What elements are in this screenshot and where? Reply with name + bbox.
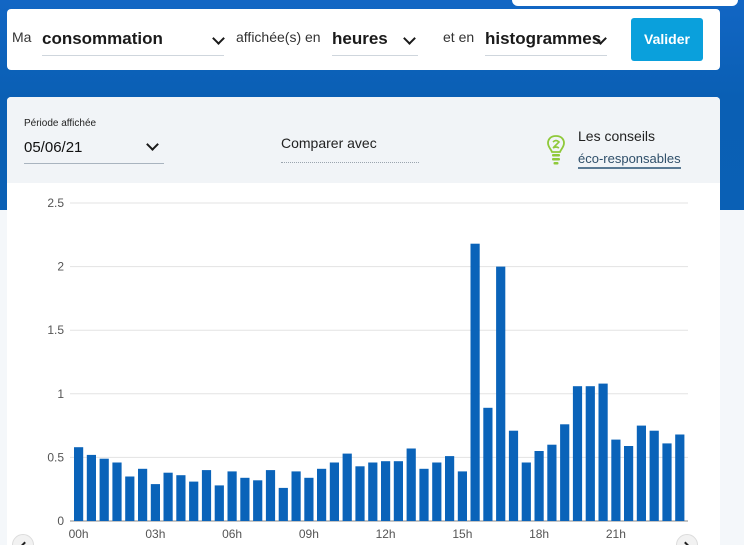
bar[interactable] [483, 407, 493, 521]
chevron-down-icon [146, 138, 159, 151]
chart-bars [74, 243, 685, 522]
x-tick-label: 15h [452, 527, 472, 541]
bar[interactable] [342, 453, 352, 521]
x-tick-label: 03h [145, 527, 165, 541]
lightbulb-icon [547, 135, 565, 165]
bar[interactable] [125, 476, 135, 522]
display-selector-bar [7, 9, 720, 70]
y-tick-label: 2.5 [47, 196, 64, 210]
y-tick-label: 1 [57, 387, 64, 401]
period-value: 05/06/21 [24, 139, 83, 156]
bar[interactable] [253, 480, 263, 521]
y-tick-label: 1.5 [47, 323, 64, 337]
period-label: Période affichée [24, 118, 97, 129]
selector-prefix: Ma [12, 29, 32, 45]
bar[interactable] [675, 434, 685, 522]
selector-mid-text: affichée(s) en [236, 29, 321, 45]
bar[interactable] [278, 487, 288, 521]
bar[interactable] [240, 477, 250, 521]
y-axis-ticks: 0 0.5 1 1.5 2 2.5 [47, 196, 64, 528]
y-tick-label: 0 [57, 514, 64, 528]
period-dropdown[interactable]: 05/06/21 [24, 133, 164, 164]
bar[interactable] [368, 462, 378, 522]
bar[interactable] [176, 475, 186, 521]
bar[interactable] [381, 461, 391, 521]
bar[interactable] [611, 439, 621, 521]
view-value: histogrammes [485, 29, 602, 48]
compare-label: Comparer avec [281, 135, 377, 151]
bar[interactable] [355, 466, 365, 521]
selector-and-text: et en [443, 29, 475, 45]
bar[interactable] [432, 462, 442, 522]
x-tick-label: 21h [606, 527, 626, 541]
consumption-bar-chart: 0 0.5 1 1.5 2 2.5 00h 03h 06h 09h 12h 15h 18h 21h [7, 190, 720, 545]
bar[interactable] [99, 458, 109, 521]
bar[interactable] [304, 477, 314, 521]
top-tab-edge [512, 0, 738, 6]
bar[interactable] [470, 243, 480, 521]
bar[interactable] [86, 454, 96, 521]
y-tick-label: 2 [57, 260, 64, 274]
x-axis-ticks: 00h 03h 06h 09h 12h 15h 18h 21h [69, 527, 626, 541]
chevron-down-icon [403, 32, 416, 45]
chevron-right-icon [680, 541, 691, 545]
bar[interactable] [445, 456, 455, 521]
bar[interactable] [201, 470, 212, 521]
bar[interactable] [457, 471, 467, 521]
chart-grid [70, 202, 688, 522]
bar[interactable] [419, 468, 429, 521]
bar[interactable] [662, 443, 672, 521]
bar[interactable] [496, 266, 506, 521]
bar[interactable] [291, 471, 301, 521]
x-tick-label: 09h [299, 527, 319, 541]
bar[interactable] [227, 471, 237, 521]
bar[interactable] [598, 383, 608, 521]
x-tick-label: 06h [222, 527, 242, 541]
view-dropdown[interactable]: histogrammes [485, 24, 607, 56]
bar[interactable] [547, 444, 557, 521]
bar[interactable] [649, 430, 659, 521]
submit-button[interactable]: Valider [631, 18, 703, 61]
bar[interactable] [329, 462, 339, 522]
bar[interactable] [508, 430, 519, 521]
bar[interactable] [317, 468, 327, 521]
x-tick-label: 18h [529, 527, 549, 541]
bar[interactable] [138, 468, 148, 521]
unit-dropdown[interactable]: heures [332, 24, 418, 56]
chevron-down-icon [212, 32, 225, 45]
y-tick-label: 0.5 [47, 450, 64, 464]
bar[interactable] [393, 461, 403, 521]
metric-value: consommation [42, 29, 163, 48]
unit-value: heures [332, 29, 388, 48]
metric-dropdown[interactable]: consommation [42, 24, 225, 56]
bar[interactable] [636, 425, 646, 521]
bar[interactable] [150, 484, 160, 521]
x-tick-label: 00h [69, 527, 89, 541]
bar[interactable] [624, 446, 634, 521]
bar[interactable] [572, 386, 583, 521]
bar[interactable] [112, 462, 122, 522]
eco-tips-link[interactable]: éco-responsables [578, 151, 681, 169]
bar[interactable] [560, 424, 570, 521]
bar[interactable] [406, 448, 416, 522]
bar[interactable] [521, 462, 531, 522]
bar[interactable] [585, 386, 595, 521]
bar[interactable] [534, 451, 544, 521]
chevron-left-icon [19, 541, 30, 545]
compare-input[interactable] [281, 162, 419, 163]
bar[interactable] [74, 447, 84, 521]
bar[interactable] [189, 481, 199, 521]
bar[interactable] [214, 485, 224, 521]
bar[interactable] [265, 470, 276, 521]
bar[interactable] [163, 472, 173, 521]
x-tick-label: 12h [376, 527, 396, 541]
tips-line1: Les conseils [578, 128, 656, 144]
